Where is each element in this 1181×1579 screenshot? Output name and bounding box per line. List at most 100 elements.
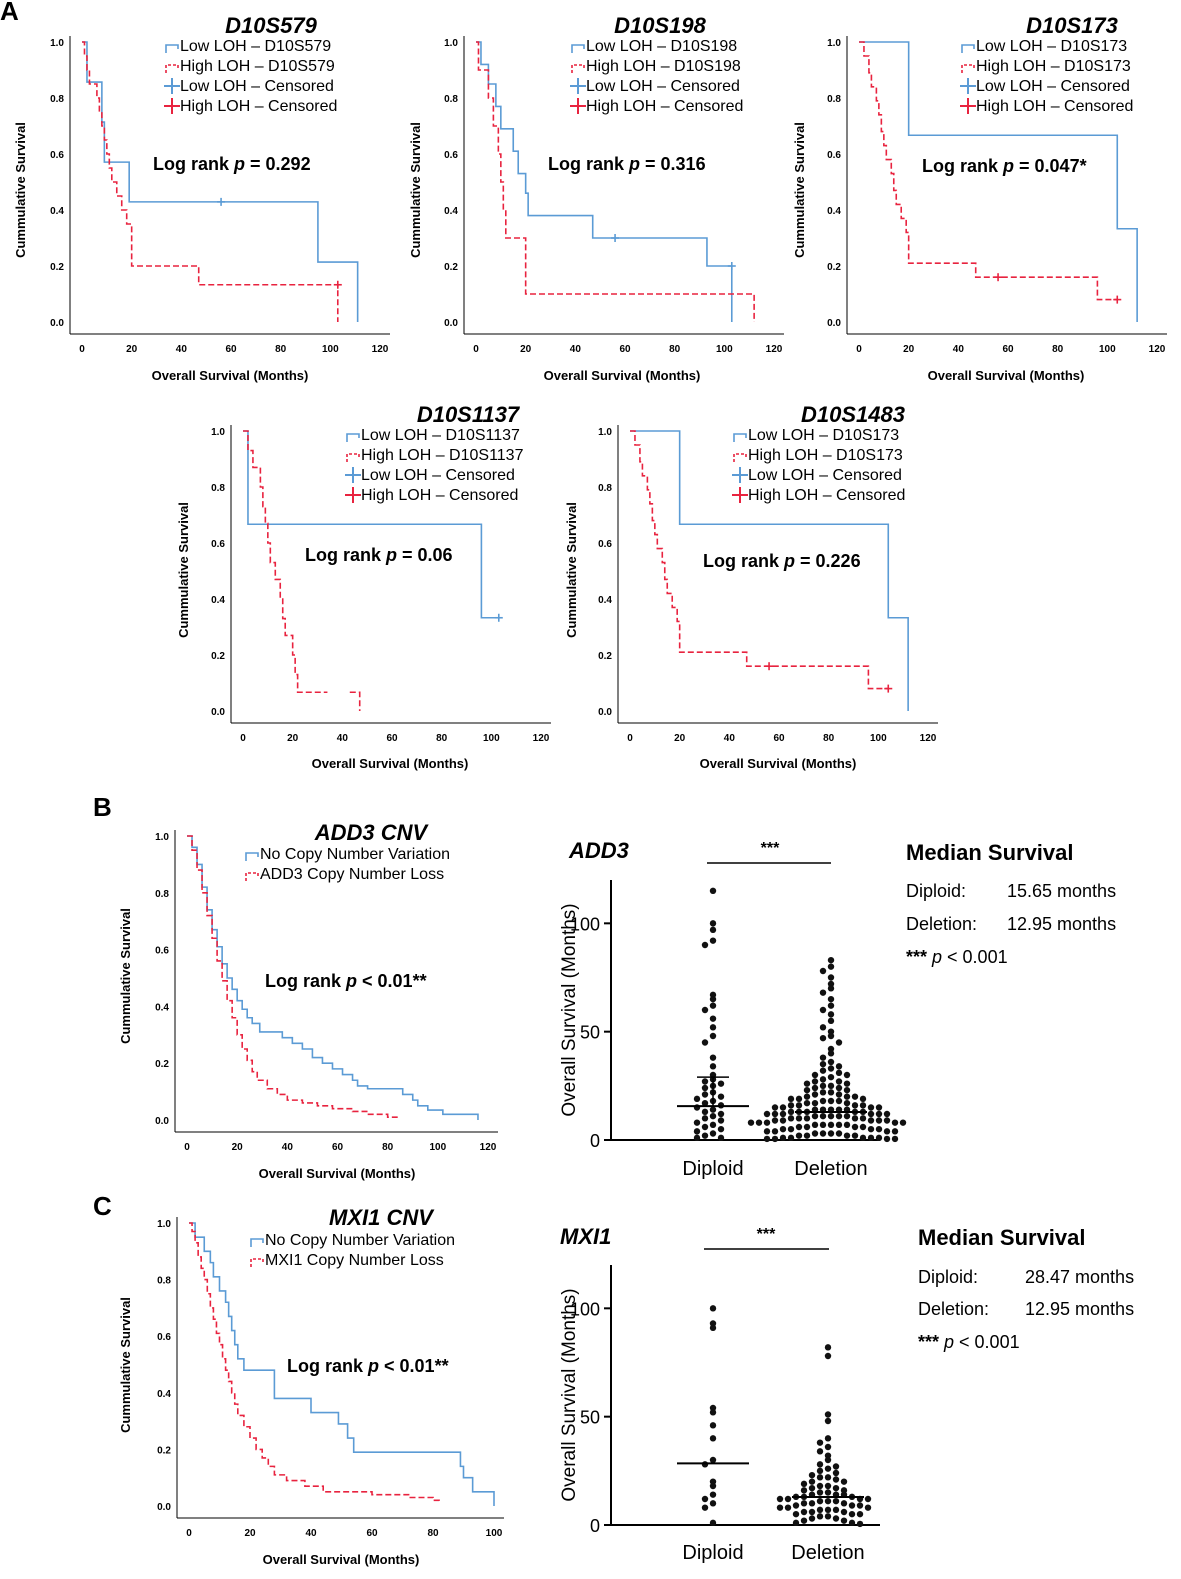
y-tick-label: 0.6 <box>157 1332 171 1343</box>
x-tick-label: 80 <box>669 344 681 355</box>
data-point <box>832 1497 840 1505</box>
data-point <box>717 1125 725 1133</box>
data-point <box>827 1017 835 1025</box>
y-tick-label: 1.0 <box>157 1219 171 1230</box>
data-point <box>843 1112 851 1120</box>
data-point <box>816 1489 824 1496</box>
median-row-value: 28.47 months <box>1025 1267 1134 1287</box>
x-tick-label: 100 <box>1099 344 1116 355</box>
y-tick-label: 0.4 <box>598 595 612 606</box>
median-row-label: Deletion: <box>906 914 977 934</box>
data-point <box>811 1130 819 1137</box>
data-point <box>824 1489 832 1496</box>
log-rank-p: p <box>1002 156 1014 176</box>
data-point <box>693 1134 701 1142</box>
data-point <box>763 1110 771 1118</box>
data-point <box>835 1112 843 1120</box>
data-point <box>792 1519 800 1527</box>
y-tick-label: 0.6 <box>50 150 64 161</box>
data-point <box>709 926 717 934</box>
data-point <box>779 1117 787 1124</box>
data-point <box>867 1110 875 1118</box>
data-point <box>717 1093 725 1100</box>
legend-label: High LOH – Censored <box>748 487 905 504</box>
x-tick-label: 120 <box>1149 344 1166 355</box>
data-point <box>827 1089 835 1096</box>
x-axis-label: Overall Survival (Months) <box>263 1552 420 1567</box>
log-rank-text: Log rank p = 0.292 <box>153 154 311 174</box>
data-point <box>859 1095 867 1103</box>
x-tick-label: 120 <box>920 733 937 744</box>
data-point <box>803 1093 811 1100</box>
data-point <box>693 1119 701 1126</box>
x-tick-label: 0 <box>79 344 85 355</box>
legend-label: No Copy Number Variation <box>265 1232 455 1249</box>
x-tick-label: 60 <box>225 344 237 355</box>
data-point <box>811 1078 819 1085</box>
data-point <box>824 1465 832 1472</box>
data-point <box>701 1495 709 1503</box>
y-tick-label: 0.4 <box>827 206 841 217</box>
median-row-label: Deletion: <box>918 1299 989 1319</box>
log-rank-prefix: Log rank <box>265 971 346 991</box>
km-curve-high <box>187 835 398 1118</box>
data-point <box>824 1513 832 1520</box>
x-axis-label: Overall Survival (Months) <box>259 1166 416 1181</box>
data-point <box>843 1121 851 1129</box>
data-point <box>709 1422 717 1429</box>
legend-label: Low LOH – Censored <box>180 78 334 95</box>
km-chart-d10s173: 0.0 0.2 0.4 0.6 0.8 1.0 0 20 40 60 80 100 120 Overall… <box>792 13 1167 383</box>
data-point <box>709 1305 717 1312</box>
data-point <box>843 1071 851 1079</box>
data-point <box>717 1110 725 1118</box>
median-title: Median Survival <box>906 840 1074 865</box>
data-point <box>891 1119 899 1126</box>
data-point <box>864 1504 872 1511</box>
median-survival-box-mxi1: Median Survival Diploid: 28.47 months De… <box>918 1225 1134 1352</box>
log-rank-text: Log rank p < 0.01** <box>265 971 427 991</box>
y-tick-label: 100 <box>570 1299 600 1319</box>
data-point <box>835 1097 843 1105</box>
data-point <box>701 1461 709 1468</box>
data-point <box>701 1078 709 1085</box>
y-tick-label: 0.0 <box>50 318 64 329</box>
data-point <box>779 1125 787 1133</box>
data-point <box>709 1112 717 1120</box>
data-point <box>848 1510 856 1518</box>
chart-title: D10S198 <box>614 13 707 38</box>
y-tick-label: 0.2 <box>444 262 458 273</box>
data-point <box>856 1510 864 1518</box>
x-tick-label: 40 <box>724 733 736 744</box>
y-tick-label: 0.0 <box>155 1116 169 1127</box>
log-rank-prefix: Log rank <box>287 1356 368 1376</box>
data-point <box>800 1500 808 1507</box>
x-tick-label: 40 <box>282 1142 294 1153</box>
legend-swatch-step <box>165 44 179 53</box>
legend-label: MXI1 Copy Number Loss <box>265 1252 444 1269</box>
data-point <box>856 1520 864 1528</box>
data-point <box>827 1112 835 1120</box>
x-tick-label: 100 <box>870 733 887 744</box>
data-point <box>787 1115 795 1122</box>
data-point <box>717 1080 725 1087</box>
data-point <box>816 1513 824 1520</box>
data-point <box>709 937 717 944</box>
y-tick-label: 1.0 <box>827 38 841 49</box>
legend-label: Low LOH – D10S579 <box>180 38 331 55</box>
data-point <box>787 1108 795 1116</box>
x-tick-label: 100 <box>716 344 733 355</box>
data-point <box>867 1117 875 1124</box>
x-tick-label: 20 <box>520 344 532 355</box>
legend-swatch-step <box>346 433 360 442</box>
x-tick-label: 60 <box>773 733 785 744</box>
median-row-value: 15.65 months <box>1007 881 1116 901</box>
km-curve-high <box>82 41 339 322</box>
legend-label: Low LOH – Censored <box>976 78 1130 95</box>
y-tick-label: 1.0 <box>155 832 169 843</box>
data-point <box>827 1058 835 1066</box>
data-point <box>709 1324 717 1332</box>
legend-swatch-step <box>733 433 747 442</box>
x-tick-label: 0 <box>627 733 633 744</box>
data-point <box>875 1134 883 1142</box>
panel-label-b: B <box>93 792 112 822</box>
